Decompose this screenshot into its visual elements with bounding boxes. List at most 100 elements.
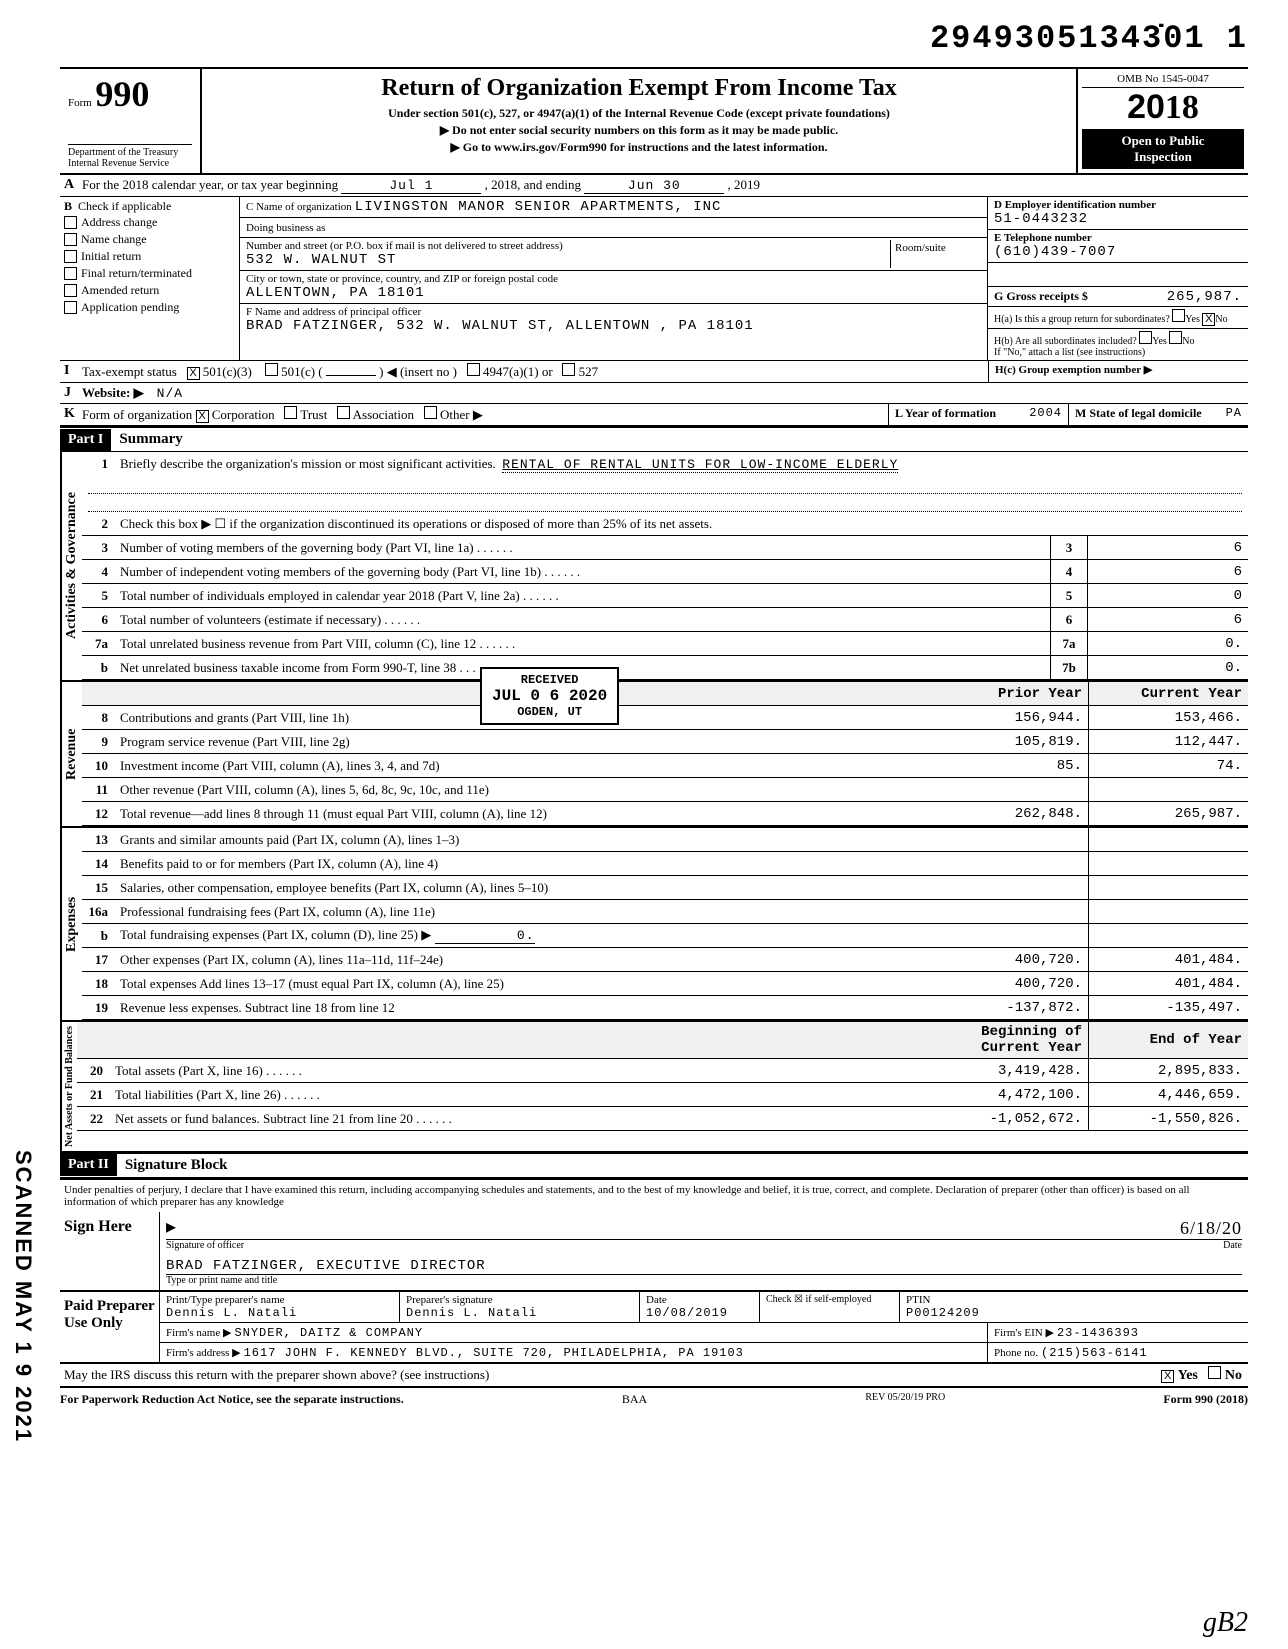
cb-ha-no[interactable]: X [1202,313,1215,326]
vert-governance: Activities & Governance [60,452,82,680]
date-caption: Date [1223,1240,1242,1251]
cb-initial-return[interactable] [64,250,77,263]
firm-name-label: Firm's name ▶ [166,1327,231,1339]
label-f: F Name and address of principal officer [246,306,981,318]
gov-line: 6Total number of volunteers (estimate if… [82,608,1248,632]
net-line: 22Net assets or fund balances. Subtract … [77,1107,1248,1131]
gov-line: 3Number of voting members of the governi… [82,536,1248,560]
rev-line: 9Program service revenue (Part VIII, lin… [82,730,1248,754]
lbl-name-change: Name change [81,232,147,247]
prep-name-label: Print/Type preparer's name [166,1294,393,1306]
ein: 51-0443232 [994,211,1242,227]
form-note1: ▶ Do not enter social security numbers o… [212,123,1066,138]
exp-line: bTotal fundraising expenses (Part IX, co… [82,924,1248,948]
vert-revenue: Revenue [60,682,82,826]
lbl-address-change: Address change [81,215,157,230]
cb-name-change[interactable] [64,233,77,246]
dept-irs: Internal Revenue Service [68,158,192,169]
firm-addr-label: Firm's address ▶ [166,1347,241,1359]
label-g: G Gross receipts $ [994,289,1088,303]
cb-association[interactable] [337,406,350,419]
principal-officer: BRAD FATZINGER, 532 W. WALNUT ST, ALLENT… [246,318,981,334]
footer: For Paperwork Reduction Act Notice, see … [60,1388,1248,1407]
part1-header: Part I Summary [60,427,1248,452]
scanned-stamp: SCANNED MAY 1 9 2021 [10,1150,36,1443]
gov-line: 4Number of independent voting members of… [82,560,1248,584]
cb-501c3[interactable]: X [187,367,200,380]
line-a-text2: , 2018, and ending [485,177,581,192]
officer-name: BRAD FATZINGER, EXECUTIVE DIRECTOR [166,1258,486,1274]
cb-application-pending[interactable] [64,301,77,314]
firm-addr: 1617 JOHN F. KENNEDY BLVD., SUITE 720, P… [244,1346,744,1360]
cb-trust[interactable] [284,406,297,419]
block-bcdefgh: B Check if applicable Address change Nam… [60,197,1248,361]
footer-right: Form 990 (2018) [1163,1392,1248,1407]
label-e: E Telephone number [994,232,1092,244]
prep-sig-label: Preparer's signature [406,1294,633,1306]
label-city: City or town, state or province, country… [246,273,981,285]
label-d: D Employer identification number [994,199,1156,211]
check-if-applicable: Check if applicable [78,199,171,213]
cb-ha-yes[interactable] [1172,309,1185,322]
sig-date: 6/18/20 [1180,1218,1242,1239]
vert-expenses: Expenses [60,828,82,1020]
cb-other[interactable] [424,406,437,419]
form-header: Form 990 Department of the Treasury Inte… [60,67,1248,175]
prep-check-label: Check ☒ if self-employed [766,1294,871,1305]
footer-mid: BAA [622,1392,647,1407]
mission: RENTAL OF RENTAL UNITS FOR LOW-INCOME EL… [502,457,898,473]
phone: (610)439-7007 [994,244,1242,260]
state-domicile: PA [1226,406,1242,420]
dept-treasury: Department of the Treasury [68,147,192,158]
cb-amended-return[interactable] [64,284,77,297]
cb-527[interactable] [562,363,575,376]
tax-year-end: Jun 30 [584,178,724,194]
cb-address-change[interactable] [64,216,77,229]
label-b: B [64,199,72,213]
signature-block: Under penalties of perjury, I declare th… [60,1178,1248,1388]
cb-hb-yes[interactable] [1139,331,1152,344]
initials: gB2 [1203,1607,1248,1639]
section-net-assets: Net Assets or Fund Balances Beginning of… [60,1022,1248,1153]
year-formation: 2004 [1029,406,1062,420]
exp-line: 16aProfessional fundraising fees (Part I… [82,900,1248,924]
open-public-2: Inspection [1088,149,1238,165]
ptin: P00124209 [906,1306,1242,1320]
label-dba: Doing business as [246,222,325,234]
net-line: 20Total assets (Part X, line 16) . . . .… [77,1059,1248,1083]
cb-4947[interactable] [467,363,480,376]
cb-discuss-yes[interactable]: X [1161,1370,1174,1383]
line-j: J Website: ▶ N/A [60,383,1248,404]
cb-corporation[interactable]: X [196,410,209,423]
rev-line: 12Total revenue—add lines 8 through 11 (… [82,802,1248,826]
label-hb: H(b) Are all subordinates included? [994,336,1137,347]
net-line: 21Total liabilities (Part X, line 26) . … [77,1083,1248,1107]
cb-discuss-no[interactable] [1208,1366,1221,1379]
ptin-label: PTIN [906,1294,1242,1306]
line2: Check this box ▶ ☐ if the organization d… [116,514,1248,534]
form-title: Return of Organization Exempt From Incom… [212,75,1066,102]
firm-ein-label: Firm's EIN ▶ [994,1327,1054,1339]
street: 532 W. WALNUT ST [246,252,890,268]
form-label: Form [68,97,92,109]
firm-ein: 23-1436393 [1057,1326,1139,1340]
sig-caption: Signature of officer [166,1240,244,1251]
tax-exempt-label: Tax-exempt status [82,364,177,379]
prep-name: Dennis L. Natali [166,1306,393,1320]
lbl-final-return: Final return/terminated [81,266,192,281]
exp-line: 19Revenue less expenses. Subtract line 1… [82,996,1248,1020]
section-governance: Activities & Governance 1 Briefly descri… [60,452,1248,682]
col-current: Current Year [1088,682,1248,705]
label-l: L Year of formation [895,406,996,420]
city: ALLENTOWN, PA 18101 [246,285,981,301]
cb-final-return[interactable] [64,267,77,280]
label-room: Room/suite [895,242,946,254]
label-street: Number and street (or P.O. box if mail i… [246,240,890,252]
hb-note: If "No," attach a list (see instructions… [994,347,1242,358]
footer-rev: REV 05/20/19 PRO [865,1392,945,1407]
cb-501c[interactable] [265,363,278,376]
paid-preparer-label: Paid Preparer Use Only [60,1292,160,1362]
cb-hb-no[interactable] [1169,331,1182,344]
label-c: C Name of organization [246,201,352,213]
gov-line: 5Total number of individuals employed in… [82,584,1248,608]
